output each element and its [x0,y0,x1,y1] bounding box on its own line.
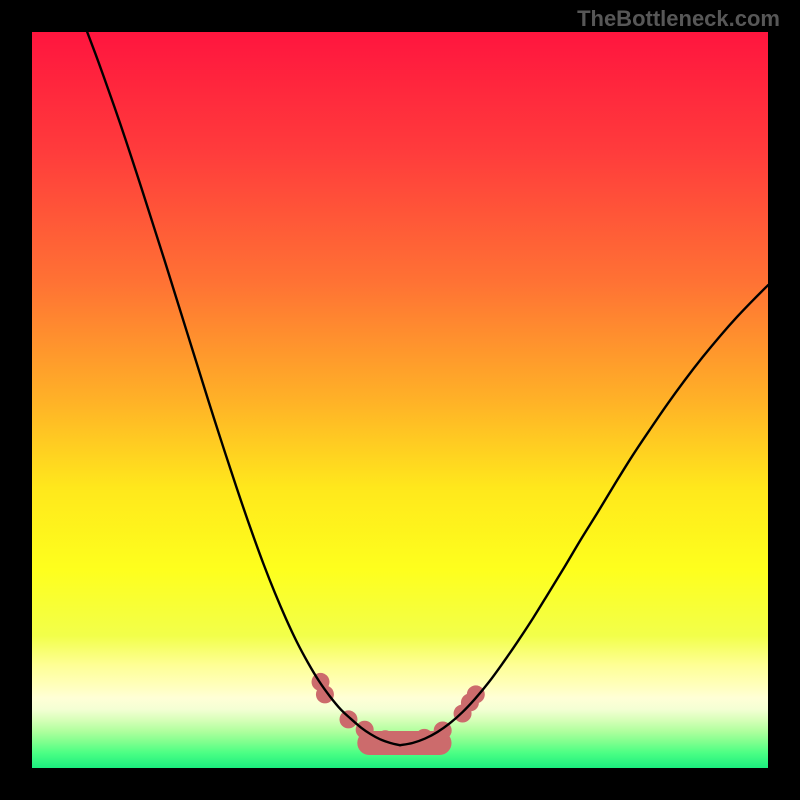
data-marker [339,710,357,728]
watermark-text: TheBottleneck.com [577,6,780,32]
plot-svg [32,32,768,768]
data-marker [395,732,413,750]
data-marker [467,685,485,703]
gradient-background [32,32,768,768]
plot-area [32,32,768,768]
chart-frame: TheBottleneck.com [0,0,800,800]
